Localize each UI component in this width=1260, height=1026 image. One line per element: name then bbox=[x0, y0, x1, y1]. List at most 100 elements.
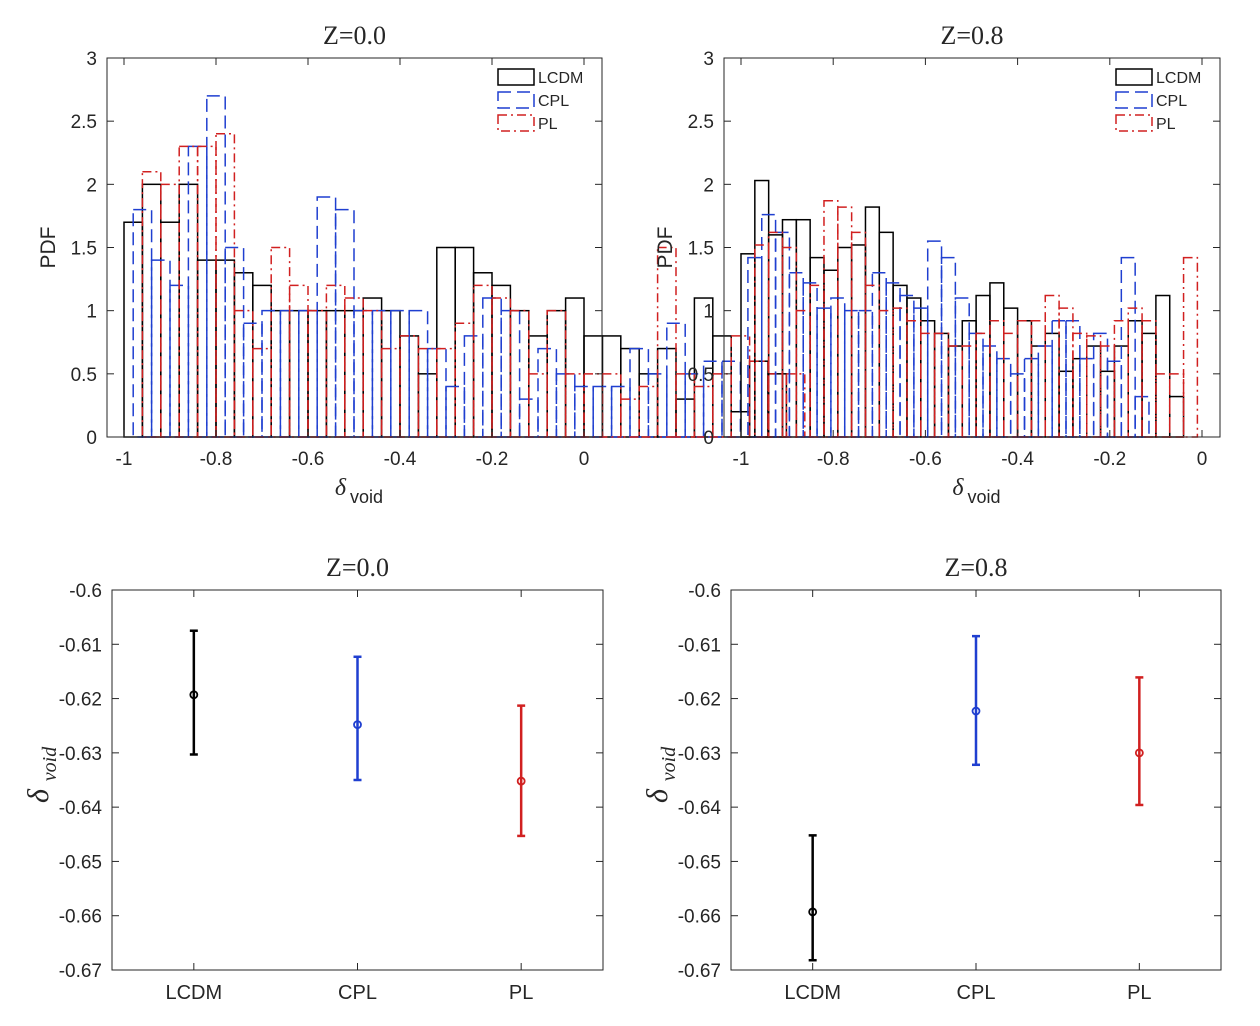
y-tick-label: 1.5 bbox=[688, 239, 714, 260]
chart-title: Z=0.0 bbox=[326, 553, 389, 582]
mean-marker bbox=[1134, 748, 1144, 758]
x-axis-label: δ bbox=[335, 475, 347, 501]
mean-marker bbox=[516, 776, 526, 786]
histogram-panel-z0: Z=0.0 0 0.5 1 1.5 2 2.5 3 -1 -0.8 -0.6 -0.4 -0.2 0 PDF… bbox=[37, 21, 806, 507]
mean-marker bbox=[189, 690, 199, 700]
bar-pl bbox=[850, 231, 867, 438]
y-tick-label: -0.66 bbox=[678, 907, 721, 928]
histogram-panel-z08: Z=0.8 0 0.5 1 1.5 2 2.5 3 -1 -0.8 -0.6 -0.4 -0.2 0 PDF… bbox=[654, 21, 1221, 507]
errorbar-pl bbox=[516, 704, 526, 838]
bar-pl bbox=[892, 307, 908, 438]
errorbar-pl bbox=[1134, 676, 1144, 807]
x-tick-label: -0.4 bbox=[1001, 449, 1034, 470]
legend-swatch-cpl bbox=[497, 91, 535, 109]
legend-label-pl: PL bbox=[1156, 116, 1176, 133]
errorbar-panel-z08: Z=0.8 -0.6 -0.61 -0.62 -0.63 -0.64 -0.65 -0.66 -… bbox=[641, 553, 1222, 1004]
y-axis-label-subscript: void bbox=[658, 746, 680, 781]
bar-pl bbox=[1127, 307, 1143, 438]
x-tick-label: PL bbox=[1127, 982, 1151, 1004]
bar-pl bbox=[767, 231, 784, 438]
bar-lcdm bbox=[767, 373, 788, 438]
chart-title: Z=0.8 bbox=[944, 553, 1007, 582]
bar-pl bbox=[1155, 373, 1171, 438]
legend-swatch-pl bbox=[497, 114, 535, 132]
y-tick-label: 0 bbox=[86, 428, 97, 449]
mean-marker bbox=[353, 720, 362, 730]
x-tick-label: 0 bbox=[579, 449, 590, 470]
x-tick-label: LCDM bbox=[784, 982, 841, 1004]
x-tick-label: 0 bbox=[1197, 449, 1208, 470]
y-tick-label: 1 bbox=[703, 302, 714, 323]
bar-pl bbox=[620, 398, 640, 438]
bar-pl bbox=[748, 360, 769, 438]
x-tick-label: -0.2 bbox=[476, 449, 509, 470]
y-tick-label: 1.5 bbox=[71, 239, 97, 260]
legend-label-lcdm: LCDM bbox=[538, 70, 583, 87]
bar-pl bbox=[1072, 332, 1088, 438]
y-tick-label: -0.61 bbox=[59, 635, 102, 656]
x-tick-label: -0.8 bbox=[200, 449, 233, 470]
bar-pl bbox=[933, 332, 950, 438]
bar-pl bbox=[656, 246, 677, 438]
legend-swatch-lcdm bbox=[497, 68, 535, 86]
x-tick-label: CPL bbox=[338, 982, 377, 1004]
y-axis-label-base: δ bbox=[641, 788, 674, 803]
y-axis-label: PDF bbox=[37, 227, 60, 269]
y-axis-label: PDF bbox=[654, 227, 677, 269]
errorbar-cpl bbox=[353, 655, 362, 782]
chart-title: Z=0.0 bbox=[323, 21, 386, 50]
x-tick-label: -0.4 bbox=[384, 449, 417, 470]
y-tick-label: 0 bbox=[703, 428, 714, 449]
x-tick-label: -0.6 bbox=[909, 449, 942, 470]
y-tick-label: -0.64 bbox=[678, 798, 722, 819]
x-axis-label: δ bbox=[952, 475, 964, 501]
y-tick-label: 0.5 bbox=[71, 365, 97, 386]
y-tick-label: 3 bbox=[86, 49, 97, 70]
bar-pl bbox=[1099, 345, 1116, 438]
legend-label-lcdm: LCDM bbox=[1156, 70, 1201, 87]
y-tick-label: -0.6 bbox=[688, 581, 721, 602]
errorbar-panel-z0: Z=0.0 -0.6 -0.61 -0.62 -0.63 -0.64 -0.65 -0.66 -… bbox=[22, 553, 604, 1004]
y-axis-label: δ void bbox=[22, 746, 61, 803]
y-tick-label: -0.66 bbox=[59, 907, 102, 928]
mean-marker bbox=[971, 706, 981, 716]
y-tick-label: -0.67 bbox=[678, 961, 721, 982]
y-tick-label: 2.5 bbox=[688, 112, 714, 133]
bar-pl bbox=[1168, 373, 1185, 438]
y-tick-label: -0.64 bbox=[59, 798, 103, 819]
legend-swatch-pl bbox=[1115, 114, 1153, 132]
y-tick-label: -0.65 bbox=[678, 852, 721, 873]
bar-pl bbox=[1141, 320, 1157, 438]
errorbar-cpl bbox=[971, 634, 981, 767]
y-tick-label: 0.5 bbox=[688, 365, 714, 386]
x-tick-label: -0.8 bbox=[817, 449, 850, 470]
y-axis-label-subscript: void bbox=[39, 746, 61, 781]
bar-lcdm bbox=[1155, 294, 1171, 438]
y-tick-label: 2.5 bbox=[71, 112, 97, 133]
legend-swatch-lcdm bbox=[1115, 68, 1153, 86]
axes-box bbox=[723, 57, 1221, 438]
bar-pl bbox=[1044, 294, 1060, 438]
x-tick-label: -1 bbox=[116, 449, 133, 470]
x-tick-label: -1 bbox=[733, 449, 750, 470]
bar-pl bbox=[601, 373, 622, 438]
bar-pl bbox=[1182, 256, 1199, 438]
bar-lcdm bbox=[781, 218, 798, 438]
x-axis-label-subscript: void bbox=[350, 487, 383, 507]
x-tick-label: PL bbox=[509, 982, 533, 1004]
y-axis-label-base: δ bbox=[22, 788, 55, 803]
y-tick-label: -0.62 bbox=[59, 690, 102, 711]
y-tick-label: 1 bbox=[86, 302, 97, 323]
bar-pl bbox=[712, 373, 732, 438]
chart-title: Z=0.8 bbox=[940, 21, 1003, 50]
y-axis-label: δ void bbox=[641, 746, 680, 803]
y-tick-label: -0.6 bbox=[69, 581, 102, 602]
bar-pl bbox=[675, 373, 696, 438]
y-tick-label: 3 bbox=[703, 49, 714, 70]
y-tick-label: -0.61 bbox=[678, 635, 721, 656]
y-tick-label: -0.65 bbox=[59, 852, 102, 873]
x-axis-label-subscript: void bbox=[967, 487, 1000, 507]
bar-pl bbox=[767, 373, 788, 438]
bar-pl bbox=[823, 200, 839, 438]
